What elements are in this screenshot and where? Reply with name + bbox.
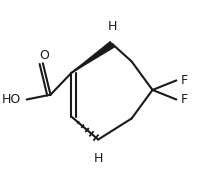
Text: O: O — [39, 49, 49, 62]
Text: F: F — [180, 93, 187, 106]
Text: H: H — [108, 20, 117, 33]
Text: HO: HO — [2, 93, 21, 106]
Text: F: F — [180, 74, 187, 87]
Text: H: H — [93, 152, 103, 165]
Polygon shape — [71, 41, 115, 73]
